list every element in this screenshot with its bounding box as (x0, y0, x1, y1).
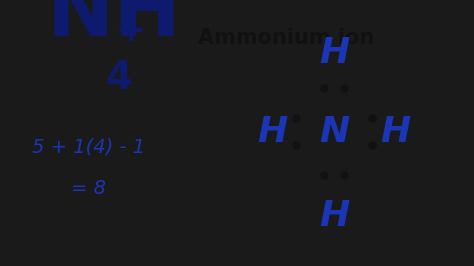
Text: +: + (115, 14, 146, 48)
Text: H: H (319, 35, 349, 69)
Text: = 8: = 8 (72, 179, 107, 198)
Text: N: N (319, 115, 349, 149)
Text: H: H (319, 199, 349, 233)
Text: 5 + 1(4) - 1: 5 + 1(4) - 1 (32, 137, 146, 156)
Text: NH: NH (46, 0, 181, 52)
Text: H: H (380, 115, 410, 149)
Text: 4: 4 (105, 59, 132, 97)
Text: H: H (257, 115, 288, 149)
Text: Ammonium ion: Ammonium ion (198, 28, 374, 48)
